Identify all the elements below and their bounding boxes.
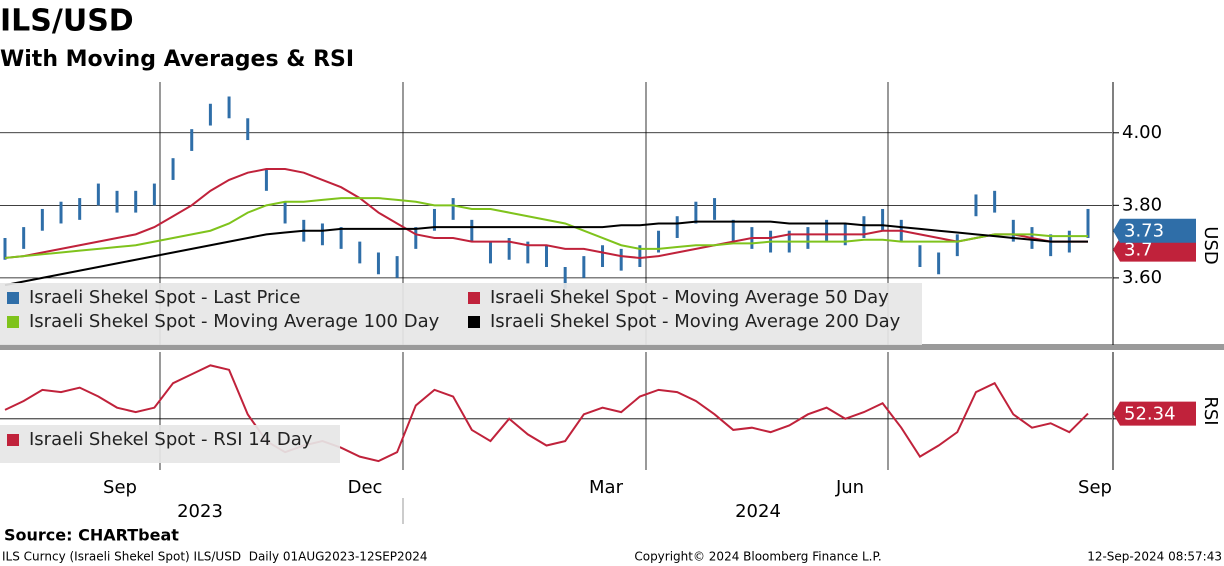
last-value-box <box>1113 237 1196 262</box>
footer-left: ILS Curncy (Israeli Shekel Spot) ILS/USD… <box>2 550 428 564</box>
legend-label: Israeli Shekel Spot - Last Price <box>29 287 300 308</box>
year-label: 2024 <box>735 501 781 522</box>
legend-box <box>0 425 340 463</box>
last-value-label: 3.73 <box>1124 221 1164 242</box>
year-label: 2023 <box>177 501 223 522</box>
legend-label: Israeli Shekel Spot - RSI 14 Day <box>29 429 313 450</box>
x-tick-label: Sep <box>103 477 137 498</box>
subtitle: With Moving Averages & RSI <box>0 47 354 72</box>
y-axis-label: RSI <box>1200 396 1221 425</box>
legend-box <box>0 283 922 345</box>
legend-swatch <box>7 316 19 328</box>
footer-right: 12-Sep-2024 08:57:43 <box>1087 550 1222 564</box>
legend-swatch <box>468 292 480 304</box>
line <box>4 168 1088 259</box>
line <box>4 220 1088 287</box>
legend-label: Israeli Shekel Spot - Moving Average 50 … <box>490 287 889 308</box>
last-value-label: 3.7 <box>1124 240 1153 261</box>
plot <box>3 96 1090 289</box>
line <box>4 197 1088 259</box>
panel-divider <box>0 344 1224 350</box>
legend-label: Israeli Shekel Spot - Moving Average 100… <box>29 311 440 332</box>
last-value-label: 52.34 <box>1124 404 1176 425</box>
legend-label: Israeli Shekel Spot - Moving Average 200… <box>490 311 901 332</box>
legend-swatch <box>7 434 19 446</box>
x-tick-label: Mar <box>589 477 624 498</box>
line <box>4 364 1089 463</box>
legend-swatch <box>7 292 19 304</box>
last-value-box <box>1113 401 1196 426</box>
y-axis-label: USD <box>1200 226 1221 264</box>
source: Source: CHARTbeat <box>4 526 179 545</box>
x-tick-label: Sep <box>1078 477 1112 498</box>
title: ILS/USD <box>0 4 134 39</box>
legend-swatch <box>468 316 480 328</box>
footer-center: Copyright© 2024 Bloomberg Finance L.P. <box>634 550 881 564</box>
x-tick-label: Jun <box>835 477 864 498</box>
x-tick-label: Dec <box>348 477 383 498</box>
plot <box>4 364 1089 463</box>
last-value-box <box>1113 218 1196 243</box>
y-tick-label: 4.00 <box>1122 122 1162 143</box>
y-tick-label: 3.60 <box>1122 267 1162 288</box>
y-tick-label: 3.80 <box>1122 194 1162 215</box>
